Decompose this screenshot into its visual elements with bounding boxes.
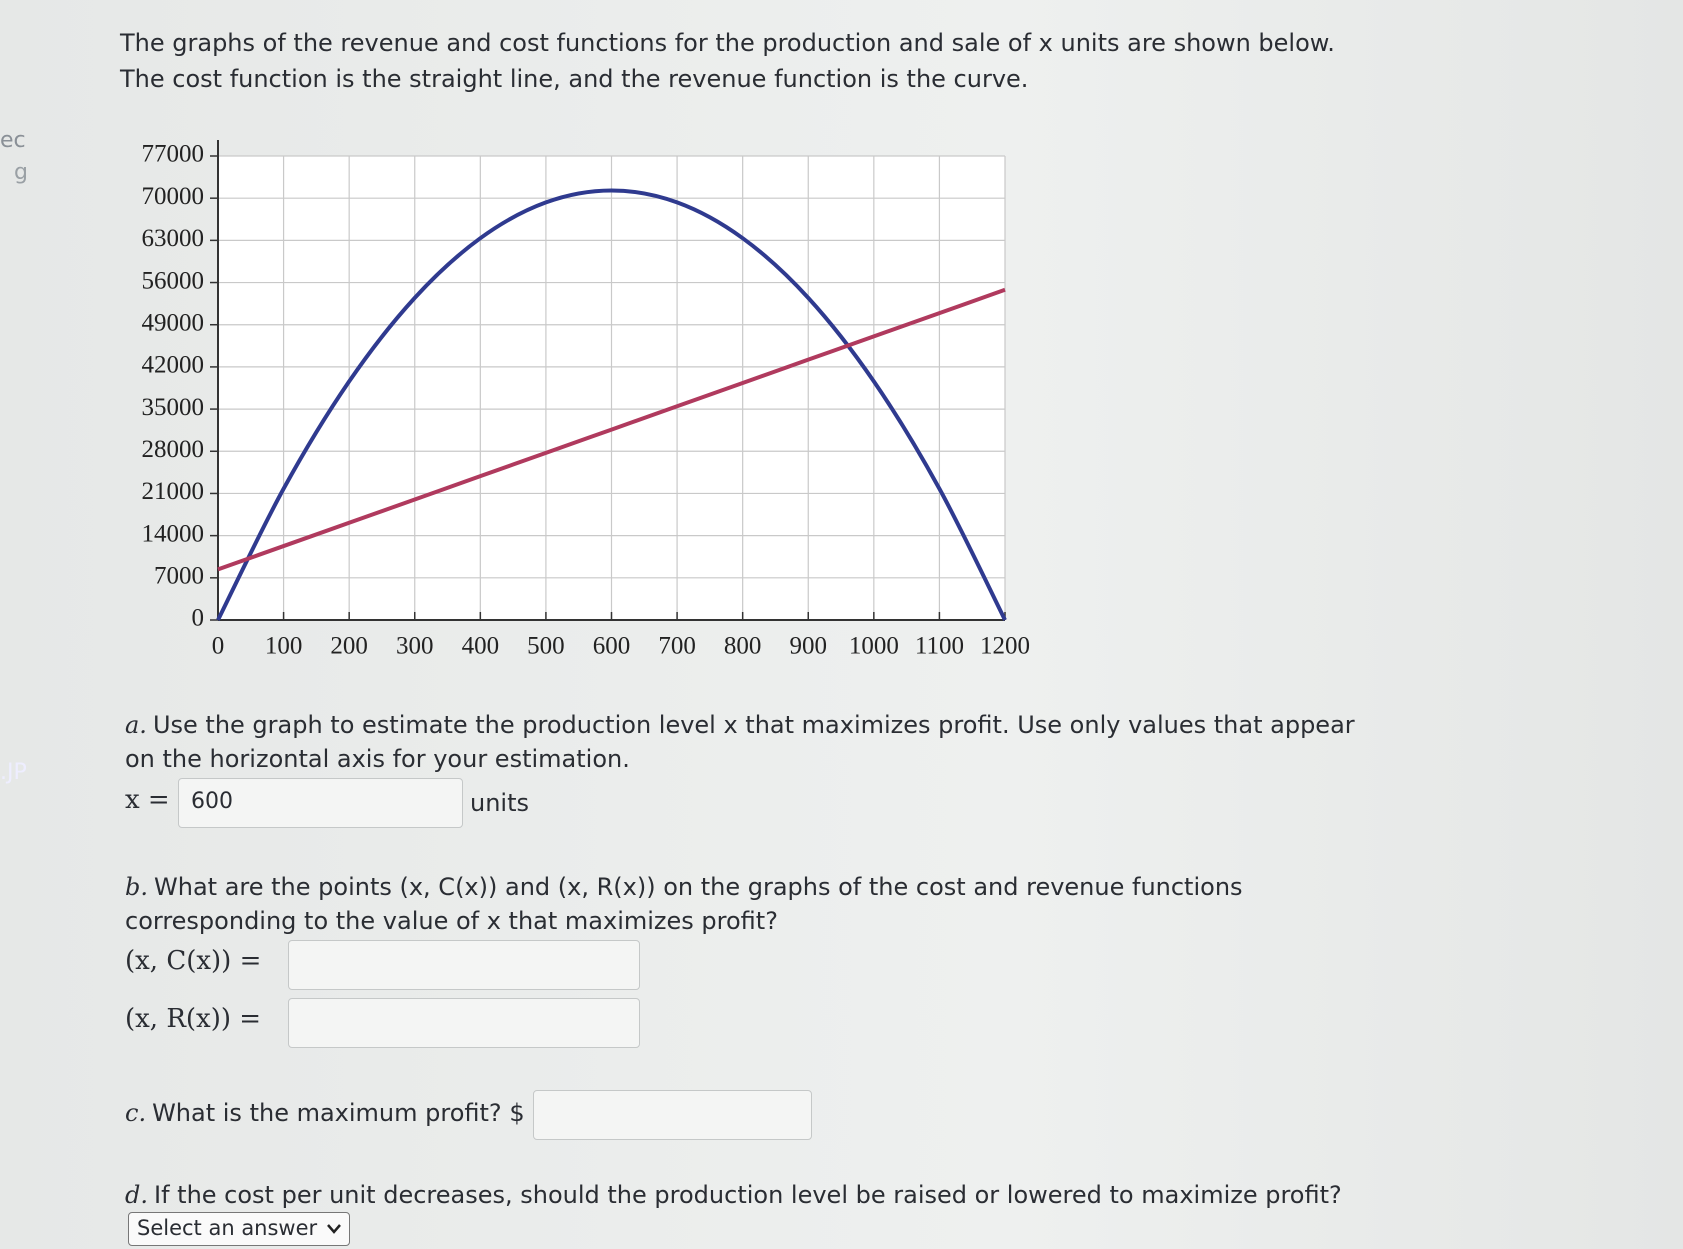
answer-input[interactable] <box>533 1090 812 1140</box>
y-tick-label: 35000 <box>142 394 205 421</box>
y-tick-label: 28000 <box>142 436 205 463</box>
y-tick-label: 14000 <box>142 520 205 547</box>
answer-select[interactable]: Select an answer <box>128 1212 350 1246</box>
y-tick-label: 63000 <box>142 225 205 252</box>
x-tick-label: 200 <box>330 633 368 660</box>
answer-prefix: (x, C(x)) = <box>125 946 262 976</box>
y-tick-label: 7000 <box>154 563 204 590</box>
part-label: c. <box>125 1099 147 1127</box>
part-label: a. <box>125 711 147 739</box>
question-text: Use the graph to estimate the production… <box>125 711 1355 773</box>
y-tick-label: 49000 <box>142 309 205 336</box>
sidebar-fragment: .JP <box>0 760 27 785</box>
x-tick-label: 300 <box>396 633 434 660</box>
intro-line: The graphs of the revenue and cost funct… <box>120 29 1335 57</box>
y-tick-label: 70000 <box>142 183 205 210</box>
x-tick-label: 900 <box>790 633 828 660</box>
y-tick-label: 21000 <box>142 478 205 505</box>
x-tick-label: 1000 <box>849 633 899 660</box>
chart: 0700014000210002800035000420004900056000… <box>142 140 1030 660</box>
x-tick-label: 100 <box>265 633 303 660</box>
question-c: c. What is the maximum profit? $ <box>125 1096 525 1130</box>
answer-input[interactable] <box>288 998 640 1048</box>
x-tick-label: 800 <box>724 633 762 660</box>
question-text: What are the points (x, C(x)) and (x, R(… <box>125 873 1243 935</box>
question-text: What is the maximum profit? <box>152 1099 502 1127</box>
y-tick-label: 0 <box>192 605 205 632</box>
x-tick-label: 1200 <box>980 633 1030 660</box>
x-tick-label: 400 <box>462 633 500 660</box>
sidebar-fragment: g <box>14 160 28 185</box>
question-a: a. Use the graph to estimate the producti… <box>125 708 1385 776</box>
answer-prefix: (x, R(x)) = <box>125 1004 262 1034</box>
series-line <box>217 287 1006 572</box>
part-label: b. <box>125 873 148 901</box>
x-tick-label: 600 <box>593 633 631 660</box>
part-label: d. <box>125 1181 148 1209</box>
x-tick-label: 700 <box>658 633 696 660</box>
unit-label: units <box>470 789 530 817</box>
select-chevron <box>327 1224 341 1234</box>
x-tick-label: 1100 <box>915 633 964 660</box>
answer-prefix: x = <box>125 785 170 815</box>
currency-prefix: $ <box>509 1099 525 1127</box>
y-tick-label: 42000 <box>142 352 205 379</box>
intro-line: The cost function is the straight line, … <box>120 65 1029 93</box>
x-tick-label: 0 <box>212 633 225 660</box>
question-text: If the cost per unit decreases, should t… <box>154 1181 1342 1209</box>
select-text: Select an answer <box>137 1216 318 1240</box>
sidebar-fragment: ec <box>0 128 26 153</box>
answer-input[interactable]: 600 <box>178 778 463 828</box>
question-b: b. What are the points (x, C(x)) and (x, … <box>125 870 1345 938</box>
answer-input[interactable] <box>288 940 640 990</box>
y-tick-label: 77000 <box>142 141 205 168</box>
x-tick-label: 500 <box>527 633 565 660</box>
series-line <box>216 188 1007 621</box>
question-d: d. If the cost per unit decreases, should… <box>125 1178 1342 1212</box>
y-tick-label: 56000 <box>142 267 205 294</box>
